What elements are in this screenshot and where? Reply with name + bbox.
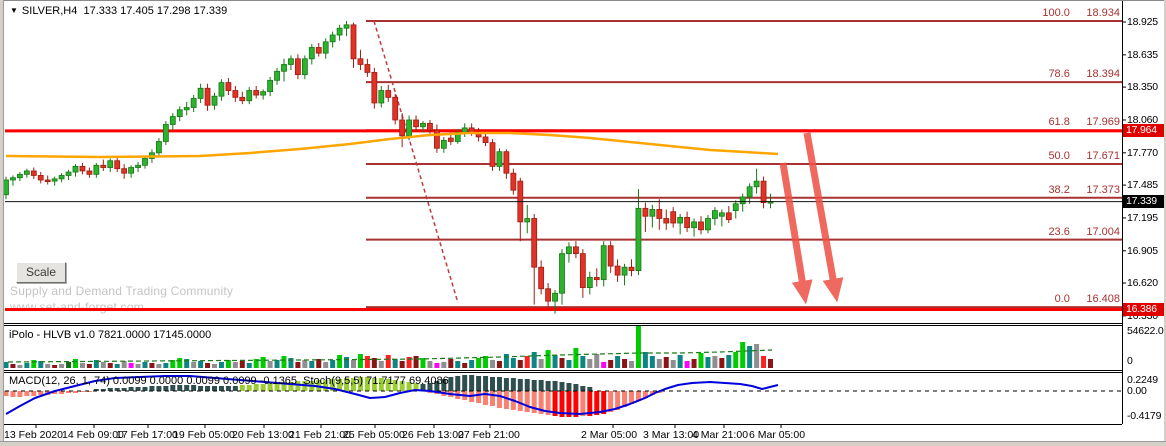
time-axis-label: 25 Feb 05:00 <box>343 429 405 441</box>
indicator-axis-label: 0.2249 <box>1127 374 1158 386</box>
fib-label: 50.0 17.671 <box>1048 150 1120 163</box>
price-axis-label: 16.620 <box>1127 277 1158 290</box>
time-axis-label: 3 Mar 13:00 <box>643 429 700 441</box>
scale-button[interactable]: Scale <box>16 262 66 283</box>
window-edge-left <box>0 0 4 446</box>
symbol-title: ▼ SILVER,H4 17.333 17.405 17.298 17.339 <box>10 5 227 17</box>
price-axis-label: 18.350 <box>1127 81 1158 94</box>
indicator-axis-label: -0.4179 <box>1127 410 1162 422</box>
price-axis-label: 18.060 <box>1127 113 1158 126</box>
price-badge: 16.386 <box>1123 303 1166 317</box>
time-axis-label: 17 Feb 17:00 <box>116 429 178 441</box>
price-axis-label: 18.635 <box>1127 48 1158 61</box>
fib-label: 61.8 17.969 <box>1048 116 1120 129</box>
price-axis-label: 17.195 <box>1127 211 1158 224</box>
window-edge-top <box>0 0 1166 1</box>
fib-label: 23.6 17.004 <box>1048 225 1120 238</box>
time-axis-label: 14 Feb 09:00 <box>62 429 124 441</box>
price-badge: 17.339 <box>1123 195 1166 209</box>
fib-label: 78.6 18.394 <box>1048 68 1120 81</box>
price-axis-label: 18.925 <box>1127 16 1158 28</box>
symbol-label: SILVER,H4 <box>21 5 78 17</box>
macd-indicator-label: MACD(12, 26, 1, 74) 0.0099 0.0000 0.0099… <box>9 375 449 387</box>
ohlc-values: 17.333 17.405 17.298 17.339 <box>83 5 228 17</box>
time-axis-label: 21 Feb 21:00 <box>289 429 351 441</box>
main-chart-panel[interactable] <box>4 1 1122 324</box>
time-axis-label: 27 Feb 21:00 <box>458 429 520 441</box>
watermark-community: Supply and Demand Trading Community <box>10 284 234 298</box>
indicator-axis-label: 0 <box>1127 355 1133 367</box>
price-axis-label: 17.770 <box>1127 146 1158 159</box>
time-axis-label: 26 Feb 13:00 <box>402 429 464 441</box>
price-axis-border <box>1122 1 1123 424</box>
fib-label: 38.2 17.373 <box>1048 183 1120 196</box>
volume-indicator-label: iPolo - HLVB v1.0 7821.0000 17145.0000 <box>9 329 212 341</box>
time-axis-label: 20 Feb 13:00 <box>232 429 294 441</box>
time-axis[interactable] <box>4 425 1164 441</box>
fib-label: 100.0 18.934 <box>1042 6 1120 19</box>
window-edge-bottom <box>0 441 1166 446</box>
time-axis-label: 4 Mar 21:00 <box>692 429 749 441</box>
fib-label: 0.0 16.408 <box>1054 293 1120 306</box>
time-axis-label: 13 Feb 2020 <box>4 429 63 441</box>
time-axis-label: 2 Mar 05:00 <box>581 429 638 441</box>
window-edge-right <box>1164 0 1166 446</box>
time-axis-label: 6 Mar 05:00 <box>749 429 806 441</box>
price-axis-label: 16.905 <box>1127 244 1158 257</box>
chevron-down-icon[interactable]: ▼ <box>10 6 18 15</box>
price-axis-label: 17.485 <box>1127 179 1158 192</box>
indicator-axis-label: 0.00 <box>1127 385 1147 397</box>
price-badge: 17.964 <box>1123 124 1166 138</box>
time-axis-label: 19 Feb 05:00 <box>173 429 235 441</box>
indicator-axis-label: 54622.05 <box>1127 325 1166 337</box>
